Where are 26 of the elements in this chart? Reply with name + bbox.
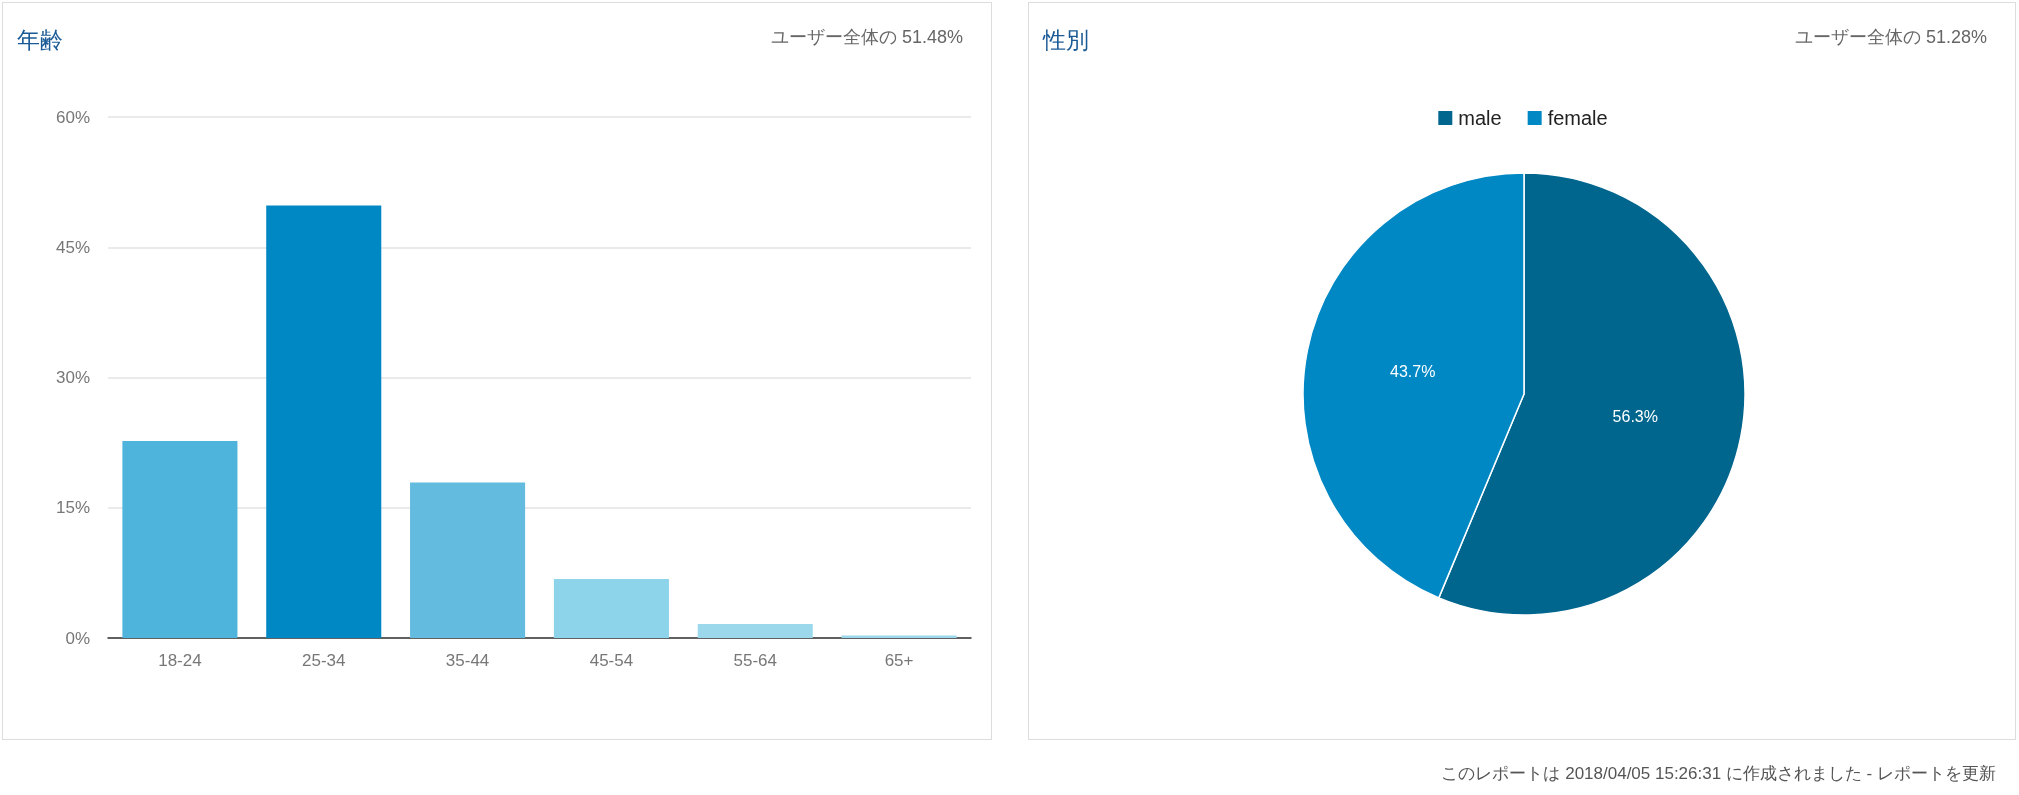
y-tick-label: 45% xyxy=(55,237,90,257)
x-tick-label: 45-54 xyxy=(589,651,634,670)
chart-subtitle: ユーザー全体の 51.48% xyxy=(770,26,963,49)
text: 性別 xyxy=(1043,26,1089,55)
data-label: 56.3% xyxy=(1612,407,1658,425)
text: このレポートは 2018/04/05 15:26:31 に作成されました - レポートを更新 xyxy=(1441,763,1996,785)
y-tick-label: 15% xyxy=(55,498,90,518)
x-tick-label: 65+ xyxy=(884,651,914,670)
bar xyxy=(410,482,526,638)
x-tick-label: 18-24 xyxy=(158,651,202,670)
bar xyxy=(697,624,813,638)
chart-title: 年齢 xyxy=(17,26,63,55)
x-tick-label: 35-44 xyxy=(445,651,490,670)
legend-label: female xyxy=(1547,107,1608,129)
text: ユーザー全体の 51.28% xyxy=(1794,26,1987,49)
y-tick-label: 60% xyxy=(55,107,90,127)
x-tick-label: 25-34 xyxy=(302,651,346,670)
bar xyxy=(841,635,957,638)
y-tick-label: 30% xyxy=(55,368,90,387)
y-tick-label: 0% xyxy=(65,628,90,648)
legend-label: male xyxy=(1458,107,1502,129)
bar xyxy=(122,440,238,638)
data-label: 43.7% xyxy=(1390,363,1436,381)
bar xyxy=(266,205,382,638)
x-tick-label: 55-64 xyxy=(733,651,777,670)
bar xyxy=(553,578,669,638)
